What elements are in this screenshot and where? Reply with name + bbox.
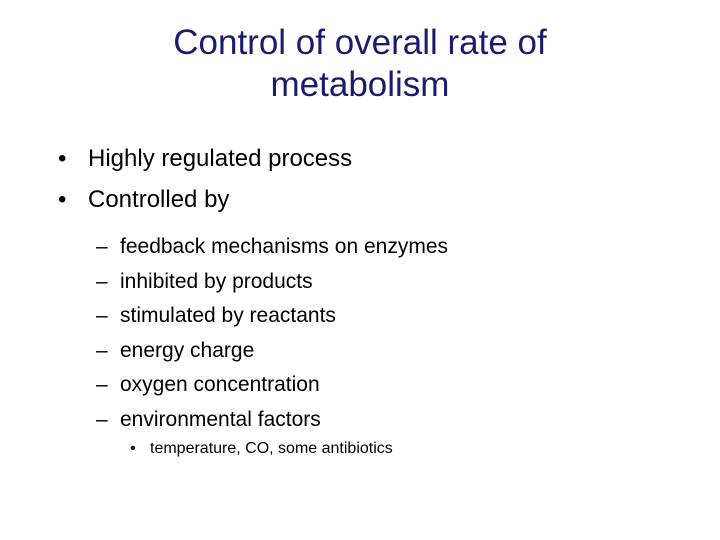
bullet: • Highly regulated process	[58, 145, 352, 173]
bullet-text: inhibited by products	[120, 269, 313, 293]
bullet-marker: –	[96, 338, 108, 362]
sub-bullet: – inhibited by products	[96, 270, 313, 294]
bullet-text: temperature, CO, some antibiotics	[150, 440, 393, 457]
sub-bullet: – feedback mechanisms on enzymes	[96, 235, 448, 259]
sub-sub-bullet: • temperature, CO, some antibiotics	[130, 440, 393, 458]
bullet-text: stimulated by reactants	[120, 304, 336, 327]
bullet-marker: •	[130, 440, 136, 457]
sub-bullet: – energy charge	[96, 339, 254, 363]
slide-title: Control of overall rate of metabolism	[173, 23, 547, 104]
bullet-marker: –	[96, 407, 108, 431]
bullet-marker: •	[58, 186, 67, 213]
bullet-marker: •	[58, 145, 67, 172]
bullet-text: environmental factors	[120, 407, 321, 431]
bullet-marker: –	[96, 269, 108, 293]
bullet: • Controlled by	[58, 186, 229, 214]
bullet-text: oxygen concentration	[120, 373, 320, 396]
bullet-text: Controlled by	[88, 186, 230, 213]
sub-bullet: – stimulated by reactants	[96, 304, 336, 328]
bullet-text: energy charge	[120, 338, 255, 362]
bullet-text: feedback mechanisms on enzymes	[120, 235, 448, 258]
bullet-marker: –	[96, 373, 108, 396]
sub-bullet: – environmental factors	[96, 408, 321, 432]
bullet-marker: –	[96, 235, 108, 258]
sub-bullet: – oxygen concentration	[96, 373, 320, 397]
bullet-marker: –	[96, 304, 108, 327]
bullet-text: Highly regulated process	[88, 145, 353, 172]
